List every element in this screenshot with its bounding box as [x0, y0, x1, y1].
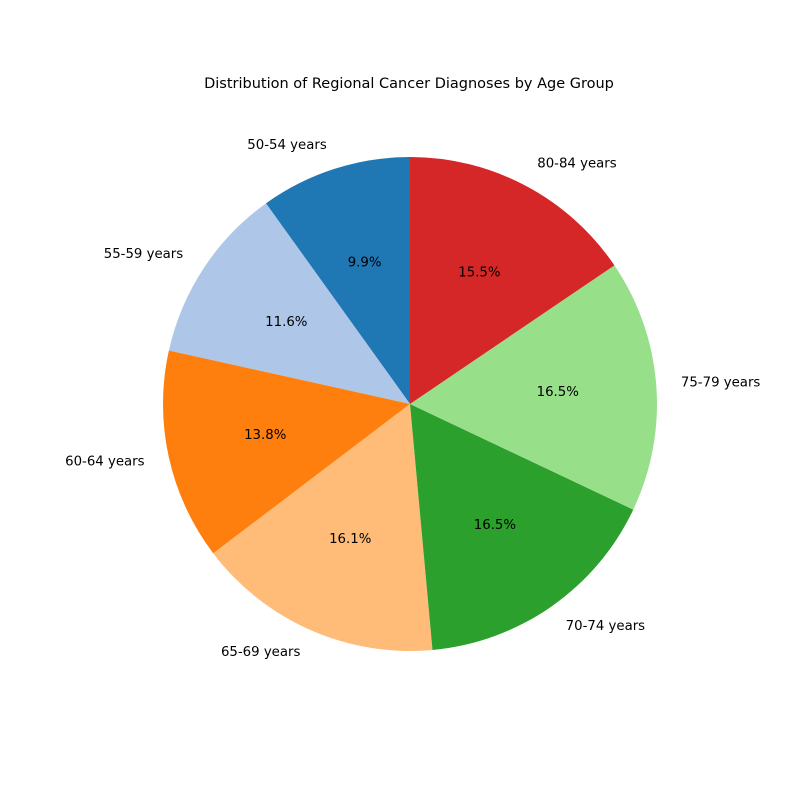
pie-slice-1	[265, 157, 410, 404]
category-label-7: 80-84 years	[537, 156, 617, 171]
percent-label-2: 11.6%	[265, 315, 307, 330]
category-label-6: 75-79 years	[681, 376, 761, 391]
percent-label-1: 9.9%	[348, 255, 382, 270]
category-label-2: 55-59 years	[104, 247, 184, 262]
percent-label-3: 13.8%	[244, 428, 286, 443]
category-labels: 50-54 years 55-59 years 60-64 years 65-69 y…	[65, 138, 760, 660]
category-label-4: 65-69 years	[221, 645, 301, 660]
pie-slices	[163, 157, 657, 651]
pie-slice-3	[163, 350, 410, 554]
percent-label-7: 15.5%	[458, 266, 500, 281]
percent-labels: 9.9% 11.6% 13.8% 16.1% 16.5% 16.5% 15.5%	[244, 255, 579, 547]
pie-slice-4	[213, 404, 433, 651]
pie-slice-2	[168, 203, 410, 404]
category-label-1: 50-54 years	[247, 138, 327, 153]
pie-slice-6	[410, 265, 657, 510]
category-label-5: 70-74 years	[566, 619, 646, 634]
category-label-3: 60-64 years	[65, 455, 145, 470]
pie-slice-5	[410, 404, 634, 650]
percent-label-5: 16.5%	[474, 518, 516, 533]
percent-label-6: 16.5%	[537, 385, 579, 400]
pie-slice-7	[410, 157, 615, 404]
percent-label-4: 16.1%	[329, 532, 371, 547]
chart-title: Distribution of Regional Cancer Diagnose…	[204, 76, 614, 92]
